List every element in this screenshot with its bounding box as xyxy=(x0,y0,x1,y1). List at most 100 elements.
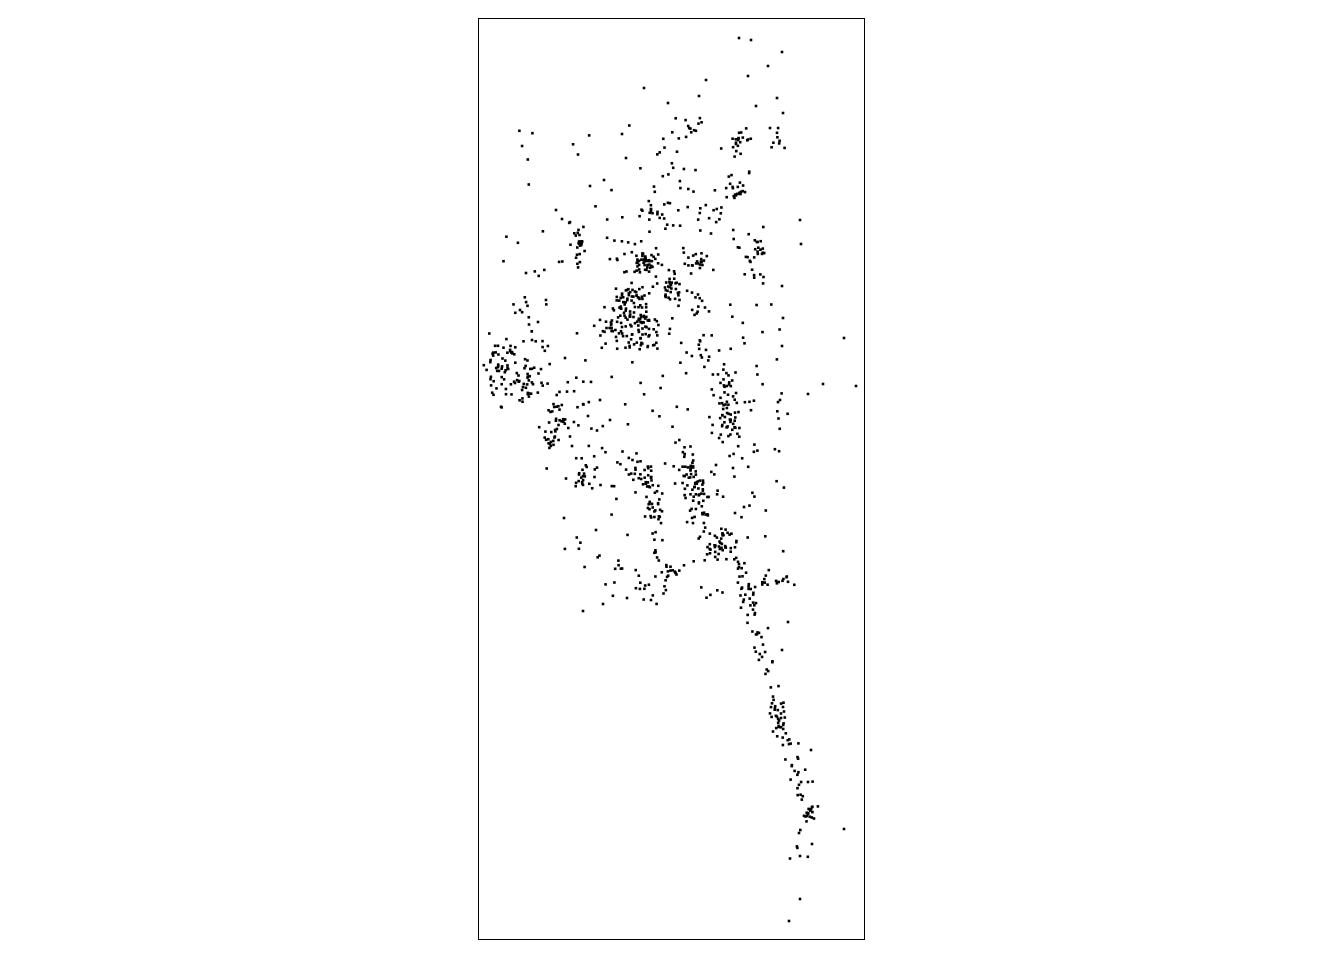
map-point xyxy=(652,185,656,188)
map-point xyxy=(714,463,718,467)
map-point xyxy=(696,310,699,313)
map-point xyxy=(655,282,659,285)
map-point xyxy=(637,574,641,577)
map-point xyxy=(693,482,697,486)
map-point xyxy=(734,416,737,419)
map-point xyxy=(624,468,628,471)
map-point xyxy=(722,384,726,387)
map-point xyxy=(580,457,583,460)
map-point xyxy=(585,465,588,469)
map-point xyxy=(770,715,773,719)
map-point xyxy=(661,538,664,542)
map-point xyxy=(733,398,736,401)
map-point xyxy=(804,815,807,818)
map-point xyxy=(755,364,758,368)
map-point xyxy=(690,354,694,358)
map-point xyxy=(775,131,779,135)
map-point xyxy=(635,294,638,297)
map-point xyxy=(533,270,537,273)
map-point xyxy=(640,295,644,298)
map-point xyxy=(639,167,642,170)
map-point xyxy=(671,166,675,170)
map-point xyxy=(701,263,704,267)
map-point xyxy=(646,263,649,267)
map-point xyxy=(741,136,745,139)
map-point xyxy=(727,374,730,377)
map-point xyxy=(733,411,737,414)
map-point xyxy=(567,221,571,225)
map-point xyxy=(692,475,695,479)
map-point xyxy=(649,476,653,479)
map-point xyxy=(796,793,799,797)
map-point xyxy=(682,564,686,567)
map-point xyxy=(639,473,642,476)
map-point xyxy=(590,487,594,490)
map-point xyxy=(724,186,728,190)
map-point xyxy=(731,145,735,149)
map-point xyxy=(588,184,592,188)
map-point xyxy=(630,299,633,302)
map-point xyxy=(628,310,632,313)
map-point xyxy=(788,857,792,860)
map-point xyxy=(656,334,659,337)
map-point xyxy=(641,209,644,212)
map-point xyxy=(583,249,586,253)
map-point xyxy=(627,293,631,297)
map-point xyxy=(605,236,609,240)
map-point xyxy=(690,308,694,312)
map-point xyxy=(598,398,602,402)
map-point xyxy=(661,374,665,378)
map-point xyxy=(522,340,525,343)
map-point xyxy=(617,559,620,562)
map-point xyxy=(620,325,624,329)
map-point xyxy=(701,489,705,492)
map-point xyxy=(700,586,703,589)
map-point xyxy=(749,137,753,140)
map-point xyxy=(500,375,503,379)
map-point xyxy=(654,275,658,278)
map-point xyxy=(652,255,655,259)
map-point xyxy=(736,138,740,142)
map-point xyxy=(654,246,658,250)
map-point xyxy=(720,527,723,531)
map-point xyxy=(781,316,785,320)
map-point xyxy=(778,328,781,331)
map-point xyxy=(658,498,661,501)
map-point xyxy=(805,811,808,814)
map-point xyxy=(731,422,735,426)
map-point xyxy=(720,424,724,428)
map-point xyxy=(713,545,717,549)
map-point xyxy=(520,388,524,392)
map-point xyxy=(691,499,695,502)
map-point xyxy=(623,252,626,256)
map-point xyxy=(734,141,738,144)
map-point xyxy=(704,203,708,207)
map-point xyxy=(708,552,712,555)
map-point xyxy=(702,333,705,337)
map-point xyxy=(641,297,644,301)
map-point xyxy=(574,256,578,259)
map-point xyxy=(697,537,700,540)
map-point xyxy=(733,196,736,200)
map-point xyxy=(696,480,700,483)
map-point xyxy=(577,241,580,245)
map-point xyxy=(692,128,696,132)
map-point xyxy=(570,444,574,448)
map-point xyxy=(736,185,740,189)
map-point xyxy=(774,579,778,583)
map-point xyxy=(765,668,768,671)
map-point xyxy=(588,482,591,486)
map-point xyxy=(561,417,565,421)
map-point xyxy=(752,591,755,595)
map-point xyxy=(766,669,770,673)
map-point xyxy=(645,268,648,272)
map-point xyxy=(560,420,563,423)
map-point xyxy=(657,517,660,521)
map-point xyxy=(590,427,593,430)
map-point xyxy=(692,495,695,498)
map-point xyxy=(697,94,701,98)
map-point xyxy=(505,235,508,238)
map-point xyxy=(739,606,743,609)
map-point xyxy=(520,310,524,314)
map-point xyxy=(703,559,706,562)
